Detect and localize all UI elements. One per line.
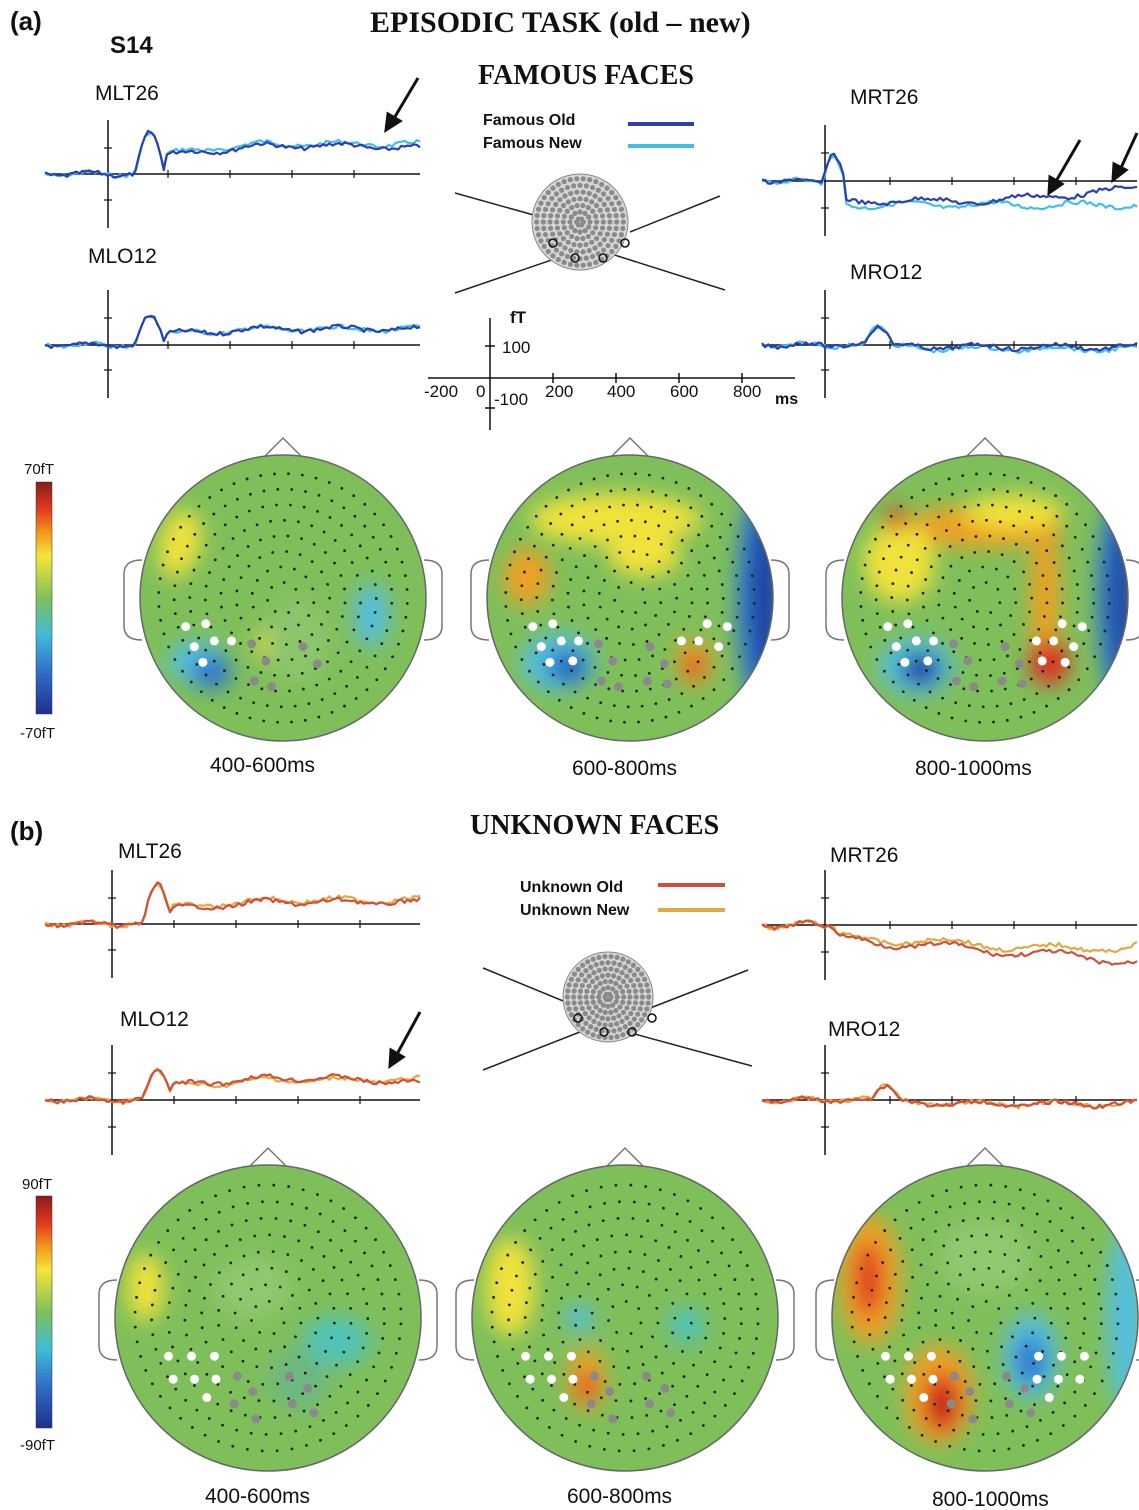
waveform-mro12-a	[761, 290, 1138, 398]
waveform-mlo12-a	[44, 290, 421, 398]
trace-old	[761, 152, 1138, 207]
tick-600: 600	[670, 382, 698, 401]
colorbar-a-max: 70fT	[24, 461, 54, 478]
colorbar-a: 70fT -70fT	[20, 461, 55, 742]
tick-neg200: -200	[424, 382, 458, 401]
trace-old	[44, 314, 421, 350]
window-label-a-1: 400-600ms	[210, 754, 315, 777]
unknown-faces-title: UNKNOWN FACES	[470, 810, 719, 841]
trace-new	[761, 1083, 1138, 1110]
tick-400: 400	[607, 382, 635, 401]
channel-label-mro12-b: MRO12	[828, 1018, 900, 1041]
channel-label-mlt26-b: MLT26	[118, 840, 182, 863]
topomap-a-800-1000	[825, 436, 1139, 742]
scale-neg100: -100	[494, 390, 528, 409]
topomap-b-400-600	[98, 1146, 438, 1472]
window-label-b-2: 600-800ms	[567, 1485, 672, 1508]
panel-b-label: (b)	[10, 816, 43, 846]
trace-old	[761, 1084, 1138, 1110]
arrow-icon	[1047, 139, 1082, 196]
panel-a-title: EPISODIC TASK (old – new)	[370, 6, 751, 39]
waveform-mrt26-b	[761, 870, 1138, 980]
waveform-mlo12-b	[44, 1045, 421, 1155]
window-label-b-3: 800-1000ms	[932, 1488, 1049, 1510]
window-label-a-2: 600-800ms	[572, 757, 677, 780]
channel-label-mro12-a: MRO12	[850, 261, 922, 284]
channel-label-mrt26-b: MRT26	[830, 844, 898, 867]
topomap-b-800-1000	[815, 1146, 1139, 1472]
sensor-layout-head-a	[454, 173, 726, 294]
channel-label-mrt26-a: MRT26	[850, 86, 918, 109]
arrow-icon	[1111, 132, 1139, 184]
waveform-mlt26-b	[44, 870, 421, 978]
tick-200: 200	[545, 382, 573, 401]
colorbar-b-max: 90fT	[22, 1176, 52, 1193]
trace-old	[761, 324, 1138, 353]
channel-label-mlo12-a: MLO12	[88, 245, 157, 268]
channel-label-mlo12-b: MLO12	[120, 1008, 189, 1031]
subject-label: S14	[110, 32, 153, 59]
trace-new	[44, 1067, 421, 1105]
trace-new	[44, 131, 421, 179]
arrow-icon	[388, 1011, 422, 1069]
legend-famous-old: Famous Old	[483, 112, 575, 129]
colorbar-a-min: -70fT	[20, 725, 55, 742]
trace-old	[761, 919, 1138, 966]
topomap-a-400-600	[123, 436, 443, 742]
sensor-layout-head-b	[482, 951, 753, 1071]
scale-unit-ms: ms	[775, 391, 798, 408]
tick-0: 0	[476, 382, 485, 401]
waveform-mlt26-a	[44, 120, 421, 228]
trace-old	[44, 129, 421, 179]
legend-unknown-old: Unknown Old	[520, 879, 623, 896]
legend-famous-new: Famous New	[483, 135, 582, 152]
window-label-a-3: 800-1000ms	[915, 757, 1032, 780]
famous-faces-title: FAMOUS FACES	[478, 60, 694, 91]
colorbar-b-min: -90fT	[20, 1437, 55, 1454]
colorbar-b: 90fT -90fT	[20, 1176, 55, 1454]
scale-100: 100	[502, 338, 530, 357]
arrow-icon	[384, 77, 420, 133]
trace-old	[44, 881, 421, 929]
waveform-mrt26-a	[761, 125, 1138, 236]
scale-bar-a: fT 100 -100 -200 0 200 400 600 800 ms	[424, 308, 798, 430]
trace-old	[44, 1068, 421, 1105]
topomap-a-600-800	[470, 436, 790, 742]
scale-unit-ft: fT	[510, 308, 527, 327]
window-label-b-1: 400-600ms	[205, 1485, 310, 1508]
channel-label-mlt26-a: MLT26	[95, 82, 159, 105]
legend-unknown-new: Unknown New	[520, 902, 630, 919]
panel-a-label: (a)	[10, 6, 42, 36]
topomap-b-600-800	[455, 1146, 795, 1472]
tick-800: 800	[733, 382, 761, 401]
trace-new	[761, 325, 1138, 355]
waveform-mro12-b	[761, 1045, 1138, 1155]
